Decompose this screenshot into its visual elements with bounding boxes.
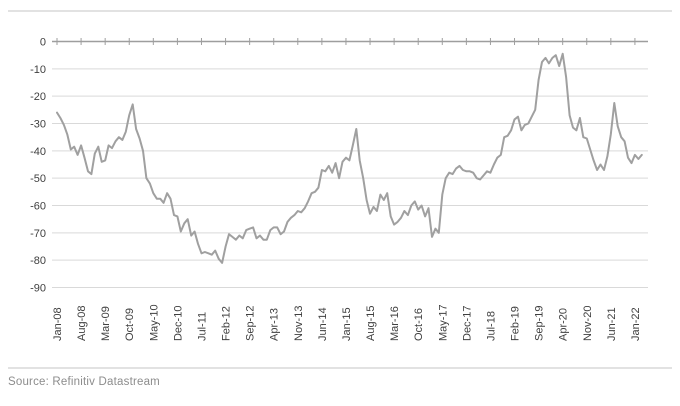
x-tick-label: Jun-21 xyxy=(606,307,618,341)
y-tick-label: -30 xyxy=(30,119,46,131)
y-tick-label: 0 xyxy=(40,37,46,49)
x-tick-label: Jan-22 xyxy=(630,307,642,341)
x-tick-label: Dec-10 xyxy=(172,306,184,341)
x-tick-label: Sep-19 xyxy=(534,306,546,341)
x-tick-label: Oct-16 xyxy=(413,308,425,341)
y-tick-label: -80 xyxy=(30,255,46,267)
y-tick-label: -20 xyxy=(30,91,46,103)
x-tick-label: Jul-18 xyxy=(485,311,497,341)
x-tick-label: Dec-17 xyxy=(461,306,473,341)
bottom-divider xyxy=(8,367,672,369)
x-tick-label: Aug-08 xyxy=(76,306,88,341)
y-tick-label: -50 xyxy=(30,173,46,185)
x-tick-label: Jul-11 xyxy=(196,312,208,341)
x-tick-label: Mar-16 xyxy=(389,306,401,341)
x-tick-label: May-10 xyxy=(148,304,160,341)
x-tick-label: Jan-08 xyxy=(52,307,64,341)
x-tick-label: Nov-13 xyxy=(293,306,305,341)
x-tick-label: Jan-15 xyxy=(341,307,353,341)
x-tick-label: Sep-12 xyxy=(245,306,257,341)
x-tick-label: Aug-15 xyxy=(365,306,377,341)
y-tick-label: -70 xyxy=(30,228,46,240)
y-tick-label: -10 xyxy=(30,64,46,76)
x-tick-label: Jun-14 xyxy=(317,307,329,341)
y-tick-label: -90 xyxy=(30,283,46,295)
y-tick-label: -60 xyxy=(30,201,46,213)
y-tick-label: -40 xyxy=(30,146,46,158)
series-polyline xyxy=(56,52,643,264)
x-tick-label: Apr-20 xyxy=(558,308,570,341)
line-chart: 0 -10 -20 -30 -40 -50 -60 -70 -80 -90 Jan-08 Aug-08… xyxy=(30,37,648,341)
x-tick-label: Mar-09 xyxy=(100,306,112,341)
x-tick-label: Nov-20 xyxy=(582,306,594,341)
x-tick-label: Oct-09 xyxy=(124,308,136,341)
x-tick-label: May-17 xyxy=(437,304,449,341)
top-divider xyxy=(8,10,672,12)
x-tick-label: Apr-13 xyxy=(269,308,281,341)
x-tick-label: Feb-12 xyxy=(221,306,233,341)
source-note: Source: Refinitiv Datastream xyxy=(8,376,160,388)
x-tick-label: Feb-19 xyxy=(510,306,522,341)
